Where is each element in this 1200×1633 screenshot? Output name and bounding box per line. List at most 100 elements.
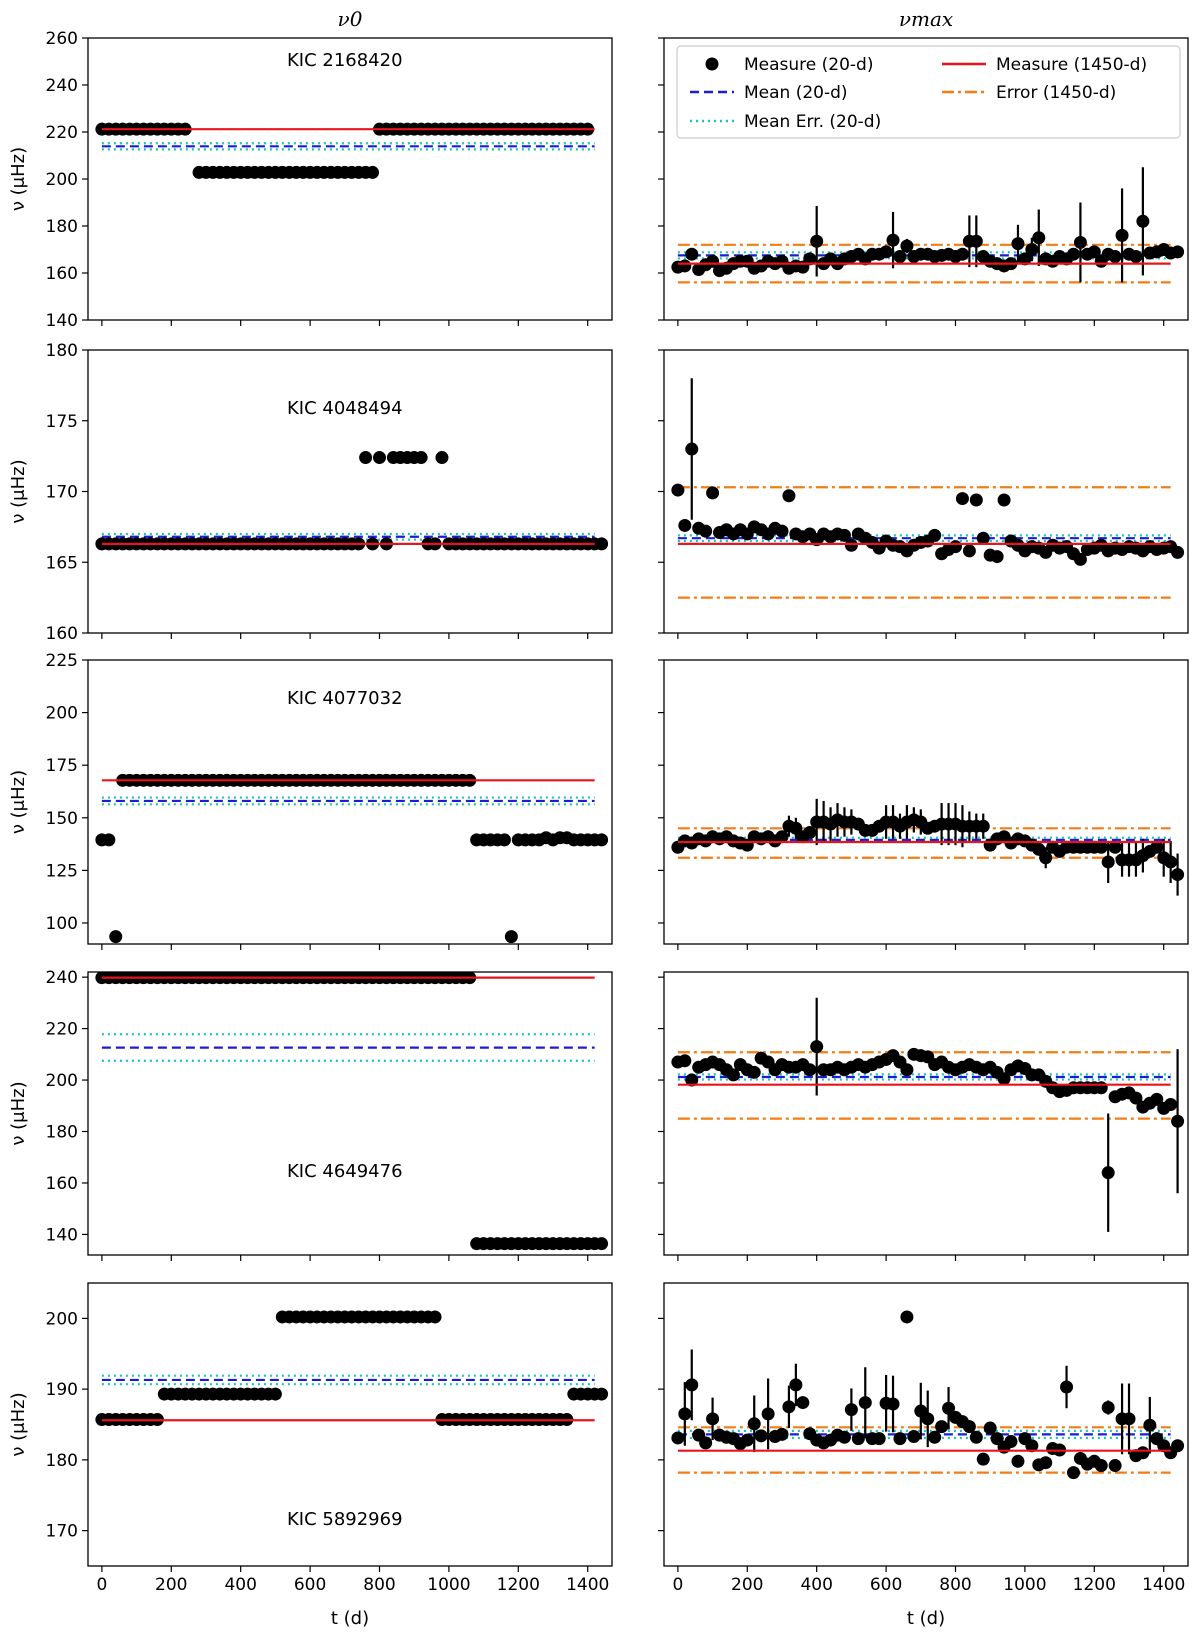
panel-kic-4077032-numax: [658, 659, 1189, 950]
x-tick-label: 1200: [497, 1575, 540, 1595]
data-point: [595, 537, 609, 551]
data-point: [1073, 552, 1087, 566]
y-tick-label: 160: [46, 264, 78, 284]
legend-label: Mean (20-d): [744, 83, 848, 103]
y-tick-label: 220: [46, 1020, 78, 1040]
axes-frame: [87, 349, 613, 634]
legend-marker-dot: [705, 57, 719, 71]
data-point: [1150, 1092, 1164, 1106]
data-point: [886, 233, 900, 247]
data-point: [268, 1387, 282, 1401]
data-point: [1108, 840, 1122, 854]
data-point: [1018, 252, 1032, 266]
data-point: [955, 247, 969, 261]
data-point: [1108, 1459, 1122, 1473]
plot-area: [671, 1310, 1185, 1480]
data-point: [1115, 228, 1129, 242]
data-point: [366, 165, 380, 179]
axes-frame: [663, 1282, 1189, 1567]
data-point: [1171, 245, 1185, 259]
data-point: [858, 1396, 872, 1410]
data-point: [1094, 1081, 1108, 1095]
data-point: [428, 1310, 442, 1324]
star-label: KIC 5892969: [287, 1509, 403, 1530]
star-label: KIC 4048494: [287, 398, 403, 419]
data-point: [990, 550, 1004, 564]
data-point: [1066, 247, 1080, 261]
panel-kic-4649476-numax: [658, 971, 1189, 1261]
legend-label: Mean Err. (20-d): [744, 112, 881, 132]
data-point: [685, 1378, 699, 1392]
axes-frame: [663, 37, 1189, 321]
legend-label: Error (1450-d): [996, 83, 1116, 103]
y-tick-label: 140: [46, 1225, 78, 1245]
data-point: [435, 451, 449, 465]
plot-area: [671, 167, 1185, 284]
y-axis-title: ν (μHz): [8, 1392, 29, 1456]
data-point: [921, 1412, 935, 1426]
legend-entry: Measure (1450-d): [942, 55, 1147, 75]
data-point: [1039, 851, 1053, 865]
data-point: [969, 234, 983, 248]
star-label: KIC 2168420: [287, 50, 403, 71]
data-point: [928, 1430, 942, 1444]
data-point: [775, 1427, 789, 1441]
y-tick-label: 160: [46, 1174, 78, 1194]
x-tick-label: 400: [224, 1575, 256, 1595]
x-tick-label: 1400: [566, 1575, 609, 1595]
x-tick-label: 400: [800, 1575, 832, 1595]
x-tick-label: 200: [155, 1575, 187, 1595]
data-point: [900, 239, 914, 253]
data-point: [983, 1421, 997, 1435]
data-point: [886, 1397, 900, 1411]
data-point: [1136, 1446, 1150, 1460]
y-tick-label: 125: [46, 861, 78, 881]
data-point: [900, 1310, 914, 1324]
plot-area: [95, 1310, 609, 1427]
data-point: [775, 524, 789, 538]
data-point: [1171, 1114, 1185, 1128]
data-point: [595, 1387, 609, 1401]
plot-area: [95, 122, 595, 179]
data-point: [1129, 1091, 1143, 1105]
y-tick-label: 200: [46, 1309, 78, 1329]
data-point: [844, 1403, 858, 1417]
data-point: [1143, 1418, 1157, 1432]
data-point: [837, 1430, 851, 1444]
data-point: [1025, 243, 1039, 256]
data-point: [907, 1430, 921, 1444]
plot-area: [95, 451, 609, 551]
data-point: [976, 1452, 990, 1466]
x-tick-label: 1000: [427, 1575, 470, 1595]
data-point: [671, 483, 685, 497]
data-point: [1066, 1466, 1080, 1480]
x-tick-label: 600: [870, 1575, 902, 1595]
data-point: [678, 518, 692, 532]
data-point: [1150, 840, 1164, 854]
y-tick-label: 180: [46, 341, 78, 361]
data-point: [1060, 1380, 1074, 1394]
x-tick-label: 1400: [1142, 1575, 1185, 1595]
data-point: [955, 492, 969, 506]
data-point: [706, 486, 720, 500]
panel-kic-4649476-nu0: 140 160 180 200 220 240 KIC 4649476 ν (μHz): [8, 968, 613, 1261]
legend-entry: Error (1450-d): [942, 83, 1116, 103]
data-point: [414, 451, 428, 465]
plot-area: [671, 378, 1185, 599]
data-point: [1032, 231, 1046, 245]
data-point: [935, 1420, 949, 1434]
data-point: [976, 819, 990, 833]
y-tick-label: 180: [46, 1451, 78, 1471]
y-tick-label: 200: [46, 704, 78, 724]
x-tick-label: 200: [731, 1575, 763, 1595]
data-point: [1087, 245, 1101, 259]
star-label: KIC 4649476: [287, 1161, 403, 1182]
data-point: [761, 1407, 775, 1421]
data-point: [844, 538, 858, 552]
data-point: [1171, 1439, 1185, 1453]
y-tick-label: 160: [46, 624, 78, 644]
panel-kic-2168420-numax: [658, 37, 1189, 326]
legend-entry: Mean (20-d): [690, 83, 848, 103]
plot-area: [671, 997, 1185, 1232]
